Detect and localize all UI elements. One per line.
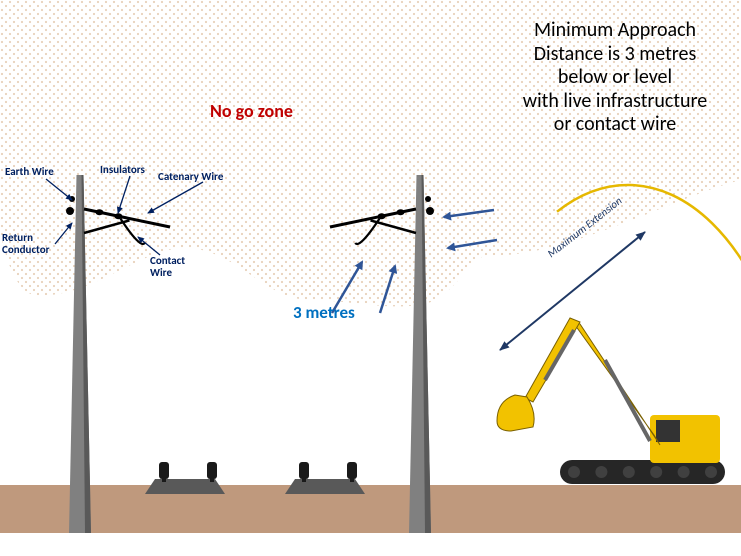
insulators-label: Insulators [100,163,145,176]
earth-wire-label: Earth Wire [5,165,54,178]
three-metres-label: 3 metres [293,302,355,323]
excavator-icon [497,318,725,484]
contact-wire-label: Contact Wire [150,255,185,278]
catenary-wire-label: Catenary Wire [158,170,223,183]
return-conductor-label: Return Conductor [2,232,50,255]
ground [0,485,741,533]
no-go-zone-label: No go zone [210,100,293,122]
title-text: Minimum Approach Distance is 3 metres be… [500,19,730,137]
